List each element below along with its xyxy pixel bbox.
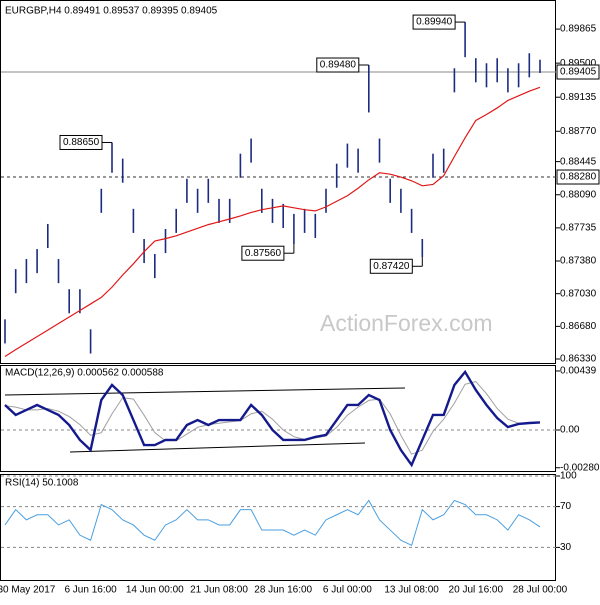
y-tick-label: 0.87380 <box>560 256 597 267</box>
x-tick-label: 28 Jul 00:00 <box>513 585 568 596</box>
y-tick-label: 70 <box>560 501 572 512</box>
y-tick-label: 0.88445 <box>560 156 597 167</box>
y-tick-label: 0.87735 <box>560 223 597 234</box>
x-tick-label: 21 Jun 08:00 <box>190 585 248 596</box>
y-tick-label: 30 <box>560 542 572 553</box>
y-tick-label: -0.002809 <box>560 462 600 473</box>
trend-line <box>4 387 406 396</box>
annotation-box <box>412 14 456 30</box>
annotation-label: 0.88650 <box>63 137 100 148</box>
watermark: ActionForex.com <box>320 310 493 336</box>
price-line-box <box>556 64 600 80</box>
annotation-box <box>369 258 413 274</box>
level-line-label: 0.88280 <box>560 172 597 183</box>
signal-line <box>4 381 541 455</box>
y-tick-label: 0.00 <box>560 425 580 436</box>
y-tick-label: 0.87030 <box>560 288 597 299</box>
price-title: EURGBP,H4 0.89491 0.89537 0.89395 0.8940… <box>5 6 218 17</box>
y-tick-label: 0.86680 <box>560 321 597 332</box>
x-tick-label: 30 May 2017 <box>0 585 56 596</box>
rsi-title: RSI(14) 50.1008 <box>5 478 79 489</box>
price-panel <box>0 0 556 364</box>
y-tick-label: 0.89500 <box>560 58 597 69</box>
y-tick-label: 0.00439 <box>560 366 597 377</box>
values-line <box>4 499 541 547</box>
y-tick-label: 0.89135 <box>560 92 597 103</box>
y-tick-label: 0.88090 <box>560 189 597 200</box>
annotation-box <box>241 245 285 261</box>
macd-panel <box>0 365 556 472</box>
x-tick-label: 13 Jul 08:00 <box>384 585 439 596</box>
level-line-box <box>556 169 600 185</box>
annotation-label: 0.87420 <box>373 261 410 272</box>
annotation-label: 0.89940 <box>416 17 453 28</box>
x-tick-label: 20 Jul 16:00 <box>449 585 504 596</box>
y-tick-label: 0.89865 <box>560 24 597 35</box>
y-tick-label: 0.86330 <box>560 354 597 365</box>
rsi-panel <box>0 474 556 581</box>
annotation-box <box>59 134 103 150</box>
trend-line <box>69 442 366 453</box>
annotation-label: 0.87560 <box>245 248 282 259</box>
y-tick-label: 100 <box>560 471 577 482</box>
x-tick-label: 6 Jun 16:00 <box>64 585 117 596</box>
macd-title: MACD(12,26,9) 0.000562 0.000588 <box>5 368 164 379</box>
macd-line <box>4 369 541 468</box>
price-line-label: 0.89405 <box>560 67 597 78</box>
x-tick-label: 6 Jul 00:00 <box>323 585 372 596</box>
y-tick-label: 0.88770 <box>560 126 597 137</box>
x-tick-label: 14 Jun 00:00 <box>126 585 184 596</box>
ma-line <box>4 86 541 357</box>
x-tick-label: 28 Jun 16:00 <box>254 585 312 596</box>
annotation-label: 0.89480 <box>320 60 357 71</box>
annotation-box <box>316 57 360 73</box>
